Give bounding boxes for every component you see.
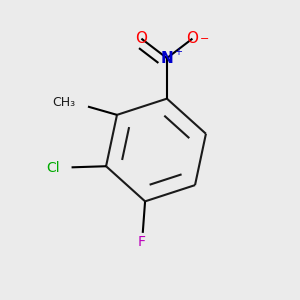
Text: Cl: Cl [46, 161, 60, 175]
Text: O: O [135, 31, 147, 46]
Text: +: + [174, 47, 182, 57]
Text: CH₃: CH₃ [52, 96, 75, 110]
Text: −: − [200, 34, 210, 44]
Text: O: O [186, 31, 198, 46]
Text: F: F [138, 235, 146, 249]
Text: N: N [160, 51, 173, 66]
